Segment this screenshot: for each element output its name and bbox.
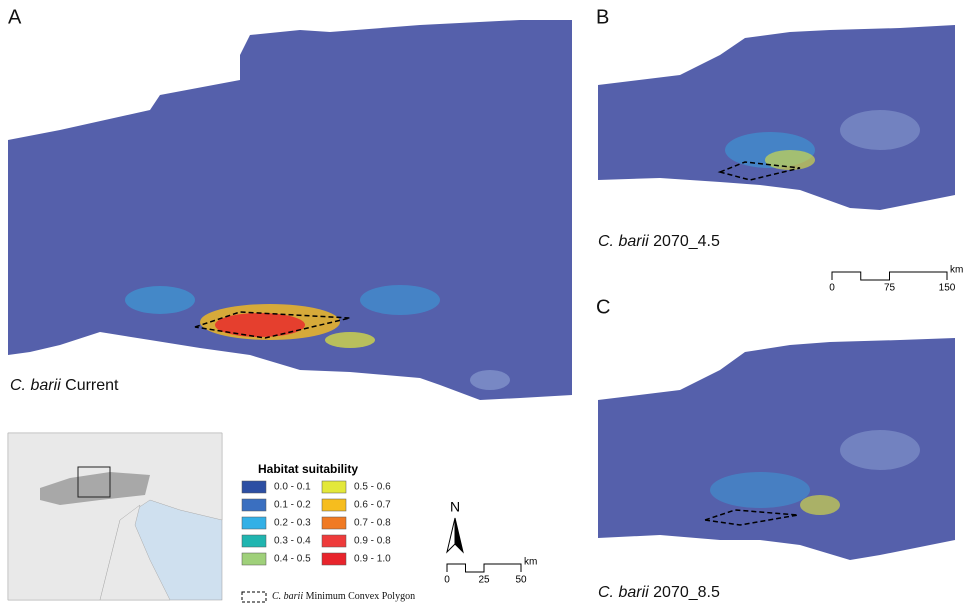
legend: 0.0 - 0.1 0.1 - 0.2 0.2 - 0.3 0.3 - 0.4 0.4 … — [242, 481, 391, 565]
panel-letter: C — [596, 296, 610, 318]
panel-caption: C. barii 2070_8.5 — [598, 584, 720, 601]
panel-caption: C. barii Current — [10, 377, 119, 394]
panel-letter: B — [596, 6, 609, 28]
scale-tick: 0 — [829, 283, 835, 294]
scale-tick: 75 — [884, 283, 896, 294]
scale-bar: 0 25 50 km — [444, 557, 537, 586]
legend-swatch — [242, 553, 266, 565]
scale-tick: 150 — [939, 283, 956, 294]
legend-swatch — [242, 535, 266, 547]
scale-unit: km — [524, 557, 537, 568]
legend-label: 0.4 - 0.5 — [274, 554, 311, 565]
inset-map — [8, 433, 222, 600]
scale-line — [832, 272, 947, 280]
legend-title: Habitat suitability — [258, 462, 358, 476]
scale-tick: 0 — [444, 575, 450, 586]
legend-label: 0.7 - 0.8 — [354, 518, 391, 529]
polygon-swatch — [242, 592, 266, 602]
legend-swatch — [322, 481, 346, 493]
legend-label: 0.0 - 0.1 — [274, 482, 311, 493]
legend-swatch — [242, 517, 266, 529]
north-arrow — [447, 518, 463, 552]
legend-swatch — [322, 499, 346, 511]
legend-label: 0.3 - 0.4 — [274, 536, 311, 547]
legend-label: 0.9 - 1.0 — [354, 554, 391, 565]
legend-label: 0.9 - 0.8 — [354, 536, 391, 547]
panel-letter: A — [8, 6, 22, 28]
legend-swatch — [322, 553, 346, 565]
legend-swatch — [322, 535, 346, 547]
scale-bar: 0 75 150 km — [829, 265, 963, 294]
map-a — [8, 20, 572, 400]
legend-swatch — [242, 481, 266, 493]
scale-tick: 50 — [515, 575, 527, 586]
legend-swatch — [322, 517, 346, 529]
scale-tick: 25 — [478, 575, 490, 586]
legend-swatch — [242, 499, 266, 511]
figure: A C. barii Current B C. barii 2070_4.5 0… — [0, 0, 968, 607]
panel-caption: C. barii 2070_4.5 — [598, 233, 720, 250]
polygon-note: C. barii Minimum Convex Polygon — [272, 591, 415, 602]
scale-line — [447, 564, 521, 572]
scale-unit: km — [950, 265, 963, 276]
north-label: N — [450, 499, 460, 515]
legend-label: 0.2 - 0.3 — [274, 518, 311, 529]
legend-label: 0.1 - 0.2 — [274, 500, 311, 511]
legend-label: 0.6 - 0.7 — [354, 500, 391, 511]
legend-label: 0.5 - 0.6 — [354, 482, 391, 493]
